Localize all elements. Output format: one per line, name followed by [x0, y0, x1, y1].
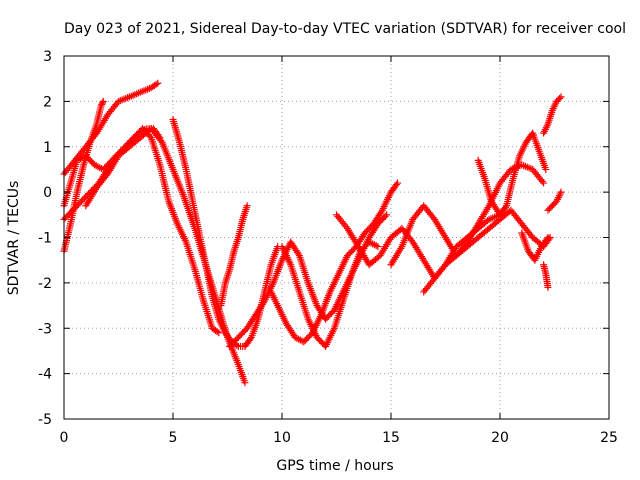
- y-tick-label: 0: [43, 185, 52, 201]
- y-tick-label: -1: [38, 231, 52, 247]
- x-tick-label: 15: [382, 430, 400, 446]
- y-tick-label: 1: [43, 140, 52, 156]
- data-point: [542, 165, 550, 173]
- chart-title: Day 023 of 2021, Sidereal Day-to-day VTE…: [64, 21, 626, 37]
- data-point: [538, 177, 546, 185]
- data-point: [377, 208, 385, 216]
- series-arc-18: [544, 188, 565, 214]
- x-axis-label: GPS time / hours: [276, 458, 393, 474]
- data-point: [374, 243, 382, 251]
- y-tick-label: -2: [38, 276, 52, 292]
- data-point: [501, 203, 509, 211]
- axes: 0 5 10 15 20 25 -5 -4 -3 -2 -1 0 1 2 3: [38, 49, 618, 446]
- x-tick-label: 5: [169, 430, 178, 446]
- x-tick-label: 0: [60, 430, 69, 446]
- series-arc-16: [540, 261, 552, 291]
- data-point: [394, 179, 402, 187]
- x-tick-label: 25: [600, 430, 618, 446]
- y-tick-label: 3: [43, 49, 52, 65]
- y-axis-label: SDTVAR / TECUs: [6, 181, 22, 296]
- data-point: [213, 328, 221, 336]
- data-point: [157, 137, 165, 145]
- data-point: [241, 379, 249, 387]
- series-arc-10: [278, 238, 382, 350]
- x-tick-label: 20: [491, 430, 509, 446]
- data-point: [392, 181, 400, 189]
- series-arc-4: [60, 125, 223, 337]
- series-arc-7: [217, 202, 251, 310]
- data-point: [543, 235, 551, 243]
- data-point: [342, 223, 350, 231]
- y-tick-label: -3: [38, 321, 52, 337]
- y-tick-label: -4: [38, 367, 52, 383]
- y-tick-label: -5: [38, 412, 52, 428]
- data-point: [98, 100, 106, 108]
- data-point: [259, 299, 267, 307]
- data-point: [99, 97, 107, 105]
- series-arc-6: [169, 116, 282, 350]
- data-point: [540, 179, 548, 187]
- data-point: [91, 131, 99, 139]
- data-layer: [60, 79, 565, 387]
- series-arc-9: [267, 179, 402, 346]
- data-point: [429, 214, 437, 222]
- data-point: [544, 234, 552, 241]
- data-point: [556, 94, 564, 102]
- data-point: [294, 250, 302, 258]
- data-point: [243, 202, 251, 210]
- series-arc-2: [60, 79, 162, 178]
- data-point: [99, 99, 107, 107]
- data-point: [383, 211, 391, 219]
- data-point: [215, 329, 223, 337]
- series-arc-14: [474, 129, 550, 219]
- data-point: [152, 80, 160, 88]
- data-point: [557, 188, 565, 196]
- data-point: [544, 283, 552, 291]
- data-point: [246, 335, 254, 343]
- data-point: [97, 102, 105, 110]
- data-point: [154, 79, 162, 87]
- data-point: [381, 212, 389, 220]
- x-tick-label: 10: [273, 430, 291, 446]
- series-arc-15: [518, 229, 552, 264]
- data-point: [557, 93, 565, 101]
- y-tick-label: 2: [43, 94, 52, 110]
- data-point: [407, 236, 415, 244]
- data-point: [146, 132, 154, 140]
- series-arc-17: [540, 93, 565, 137]
- data-point: [102, 172, 110, 180]
